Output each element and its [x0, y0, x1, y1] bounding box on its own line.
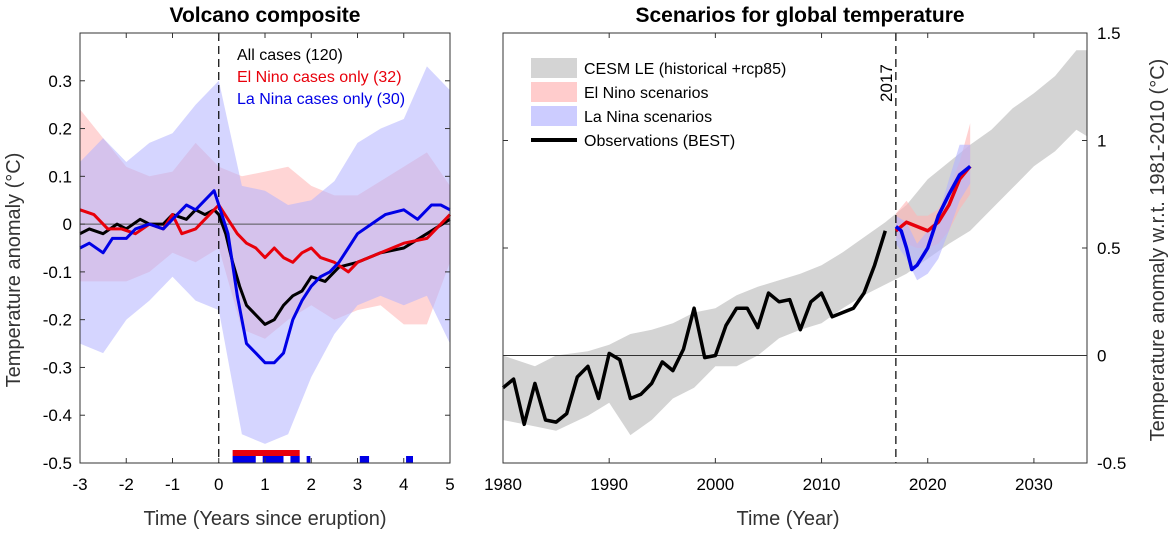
- panel1-x-tick-label: 0: [214, 475, 223, 494]
- panel1-y-tick-label: 0.3: [48, 72, 72, 91]
- scenarios-panel: Scenarios for global temperature 2017 19…: [484, 4, 1169, 530]
- panel1-y-tick-label: 0.2: [48, 120, 72, 139]
- panel1-x-tick-label: 1: [260, 475, 269, 494]
- band-la-nina-cases-only-30: [80, 66, 450, 444]
- series-line-la-nina-cases-only-30: [79, 189, 451, 365]
- panel2-y-tick-label: 1: [1097, 132, 1106, 151]
- la-nina-event-marker-4: [359, 456, 370, 463]
- panel1-x-tick-label: -1: [165, 475, 180, 494]
- series-line-all-cases-120: [79, 208, 451, 326]
- year-2017-label: 2017: [877, 64, 896, 102]
- el-nino-event-marker-0: [232, 450, 300, 456]
- panel1-x-tick-label: 2: [307, 475, 316, 494]
- panel1-title: Volcano composite: [170, 4, 361, 27]
- panel1-y-tick-label: 0.1: [48, 167, 72, 186]
- panel2-y-tick-label: -0.5: [1097, 454, 1126, 473]
- panel2-x-tick-label: 2010: [803, 475, 841, 494]
- la-nina-event-marker-5: [406, 456, 413, 463]
- panel1-y-tick-label: -0.3: [43, 358, 72, 377]
- panel1-x-tick-label: -3: [72, 475, 87, 494]
- panel1-x-tick-label: -2: [119, 475, 134, 494]
- panel1-x-tick-label: 3: [353, 475, 362, 494]
- band-la-nina-scenarios: [895, 144, 971, 281]
- panel1-legend-entry-all-cases-120: All cases (120): [237, 47, 343, 64]
- panel1-y-axis-label: Temperature anomaly (°C): [3, 153, 25, 388]
- panel2-x-tick-label: 1990: [590, 475, 628, 494]
- series-line-la-nina-scenarios: [894, 164, 972, 272]
- panel2-legend-swatch-cesm-le-historical-rcp85: [531, 58, 577, 78]
- la-nina-event-marker-3: [306, 456, 311, 463]
- panel1-x-tick-label: 5: [445, 475, 454, 494]
- panel1-y-tick-label: -0.5: [43, 454, 72, 473]
- panel2-x-tick-label: 1980: [484, 475, 522, 494]
- panel2-x-axis-label: Time (Year): [737, 508, 840, 530]
- panel2-legend: CESM LE (historical +rcp85) El Nino scena…: [531, 58, 786, 150]
- panel2-x-tick-label: 2030: [1015, 475, 1053, 494]
- panel2-legend-swatch-el-nino-scenarios: [531, 82, 577, 102]
- la-nina-event-marker-2: [290, 456, 300, 463]
- panel2-legend-entry-cesm-le-historical-rcp85: CESM LE (historical +rcp85): [584, 61, 786, 78]
- band-cesm-le-historical-rcp85: [503, 50, 1087, 436]
- panel2-y-axis-label: Temperature anomaly w.r.t. 1981-2010 (°C…: [1147, 59, 1169, 442]
- panel2-x-tick-label: 2020: [909, 475, 947, 494]
- la-nina-event-marker-1: [262, 456, 284, 463]
- panel1-x-tick-label: 4: [399, 475, 408, 494]
- panel2-legend-entry-la-nina-scenarios: La Nina scenarios: [584, 109, 712, 126]
- panel2-legend-swatch-la-nina-scenarios: [531, 106, 577, 126]
- panel2-y-tick-label: 0: [1097, 347, 1106, 366]
- panel2-legend-entry-observations-best: Observations (BEST): [584, 133, 735, 150]
- panel1-y-tick-label: -0.2: [43, 311, 72, 330]
- panel1-x-axis-label: Time (Years since eruption): [143, 508, 386, 530]
- panel2-x-tick-label: 2000: [696, 475, 734, 494]
- panel1-legend-entry-la-nina-cases-only-30: La Nina cases only (30): [237, 91, 405, 108]
- panel2-legend-entry-el-nino-scenarios: El Nino scenarios: [584, 85, 709, 102]
- panel1-legend: All cases (120) El Nino cases only (32) La…: [237, 47, 405, 108]
- panel2-y-tick-label: 1.5: [1097, 24, 1121, 43]
- volcano-composite-panel: Volcano composite -3 -2 -1 0 1 2 3 4 5 -0.5 -0.4 -0…: [3, 4, 455, 530]
- panel1-y-tick-label: -0.4: [43, 406, 72, 425]
- panel1-y-tick-label: 0: [63, 215, 72, 234]
- panel2-title: Scenarios for global temperature: [635, 4, 964, 27]
- series-line-observations-best: [501, 230, 887, 427]
- panel1-y-tick-label: -0.1: [43, 263, 72, 282]
- panel2-y-tick-label: 0.5: [1097, 239, 1121, 258]
- la-nina-event-marker-0: [232, 456, 256, 463]
- panel1-legend-entry-el-nino-cases-only-32: El Nino cases only (32): [237, 69, 402, 86]
